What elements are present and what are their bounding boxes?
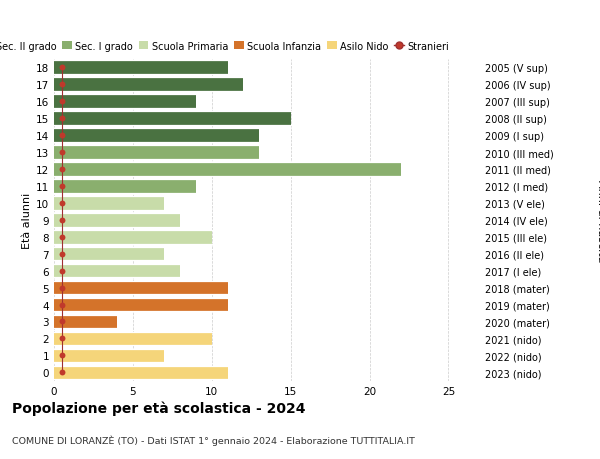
Bar	[54, 129, 259, 143]
Y-axis label: Anni di nascita: Anni di nascita	[596, 179, 600, 262]
Point	[57, 149, 67, 157]
Text: COMUNE DI LORANZÈ (TO) - Dati ISTAT 1° gennaio 2024 - Elaborazione TUTTITALIA.IT: COMUNE DI LORANZÈ (TO) - Dati ISTAT 1° g…	[12, 435, 415, 445]
Bar	[54, 196, 164, 210]
Point	[57, 352, 67, 359]
Point	[57, 268, 67, 275]
Point	[57, 217, 67, 224]
Legend: Sec. II grado, Sec. I grado, Scuola Primaria, Scuola Infanzia, Asilo Nido, Stran: Sec. II grado, Sec. I grado, Scuola Prim…	[0, 42, 449, 51]
Point	[57, 234, 67, 241]
Bar	[54, 146, 259, 159]
Point	[57, 301, 67, 308]
Point	[57, 132, 67, 140]
Point	[57, 251, 67, 258]
Point	[57, 81, 67, 89]
Point	[57, 369, 67, 376]
Y-axis label: Età alunni: Età alunni	[22, 192, 32, 248]
Bar	[54, 332, 212, 346]
Point	[57, 200, 67, 207]
Bar	[54, 213, 180, 227]
Point	[57, 64, 67, 72]
Point	[57, 115, 67, 123]
Bar	[54, 366, 227, 379]
Point	[57, 284, 67, 291]
Bar	[54, 163, 401, 176]
Point	[57, 183, 67, 190]
Point	[57, 166, 67, 173]
Bar	[54, 298, 227, 312]
Text: Popolazione per età scolastica - 2024: Popolazione per età scolastica - 2024	[12, 401, 305, 415]
Point	[57, 335, 67, 342]
Bar	[54, 230, 212, 244]
Bar	[54, 349, 164, 362]
Bar	[54, 264, 180, 278]
Bar	[54, 180, 196, 193]
Point	[57, 98, 67, 106]
Bar	[54, 62, 227, 75]
Bar	[54, 95, 196, 109]
Bar	[54, 315, 117, 329]
Bar	[54, 247, 164, 261]
Point	[57, 318, 67, 325]
Bar	[54, 112, 290, 126]
Bar	[54, 281, 227, 295]
Bar	[54, 78, 244, 92]
